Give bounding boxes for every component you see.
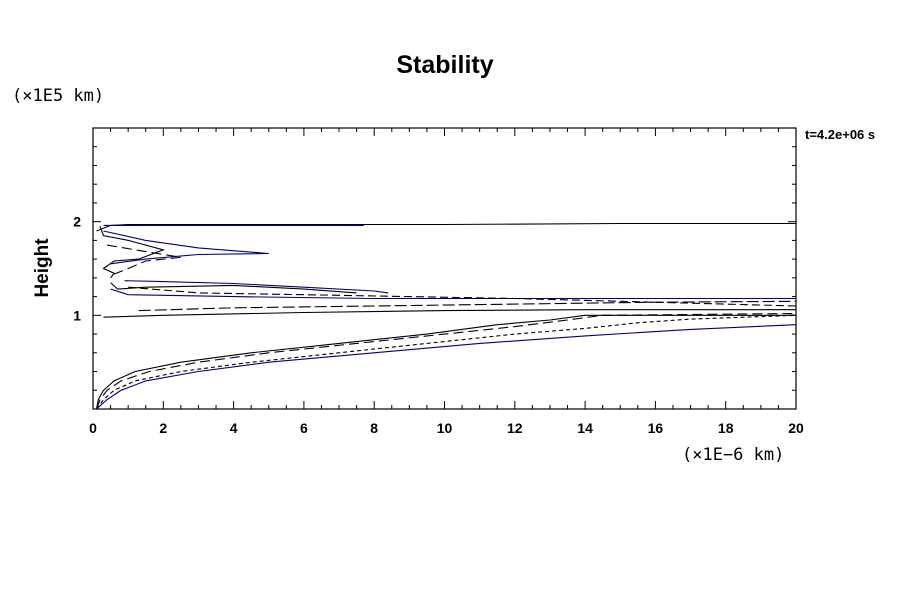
y-axis-label: Height <box>32 238 53 298</box>
series-line-3 <box>96 314 797 410</box>
time-annotation: t=4.2e+06 s <box>805 127 875 142</box>
series-line-11 <box>99 226 166 279</box>
y-tick-label: 2 <box>73 214 81 230</box>
series-line-5 <box>103 309 796 318</box>
x-tick-label: 12 <box>507 420 523 436</box>
y-tick-label: 1 <box>73 307 81 323</box>
chart-title: Stability <box>396 51 493 79</box>
x-tick-label: 16 <box>648 420 664 436</box>
x-tick-label: 14 <box>577 420 593 436</box>
series-line-12 <box>107 244 181 275</box>
x-tick-label: 10 <box>437 420 453 436</box>
y-unit-label: (×1E5 km) <box>12 86 104 106</box>
series-line-2 <box>95 312 797 410</box>
x-tick-label: 6 <box>300 420 308 436</box>
series-line-14 <box>96 222 796 232</box>
x-tick-label: 18 <box>718 420 734 436</box>
data-series <box>95 222 797 410</box>
x-tick-label: 8 <box>370 420 378 436</box>
x-tick-label: 0 <box>89 420 97 436</box>
series-line-10 <box>124 280 389 294</box>
series-line-6 <box>138 300 797 312</box>
x-unit-label: (×1E−6 km) <box>682 445 784 465</box>
x-tick-label: 20 <box>788 420 804 436</box>
series-line-8 <box>128 286 797 307</box>
plot-frame <box>92 127 797 410</box>
x-tick-label: 4 <box>230 420 238 436</box>
series-line-1 <box>95 314 796 410</box>
series-line-4 <box>96 324 797 410</box>
series-line-13 <box>103 230 269 265</box>
series-line-7 <box>110 288 796 300</box>
axis-ticks <box>92 127 797 410</box>
x-tick-label: 2 <box>159 420 167 436</box>
series-line-9 <box>110 282 357 294</box>
